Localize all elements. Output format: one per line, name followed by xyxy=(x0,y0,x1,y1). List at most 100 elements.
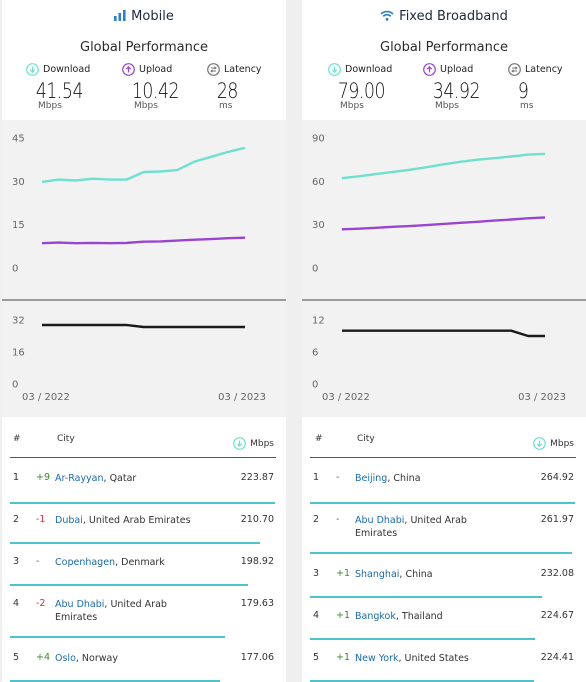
country-name: , Denmark xyxy=(115,557,165,568)
city-link[interactable]: Abu Dhabi xyxy=(355,515,405,526)
row-city: Ar-Rayyan, Qatar xyxy=(55,472,195,485)
row-rank: 1 xyxy=(13,472,20,483)
table-header: # City Mbps xyxy=(302,432,586,452)
speed-bar xyxy=(10,680,220,682)
row-rank-change: +4 xyxy=(36,652,51,663)
upload-icon xyxy=(423,63,436,76)
panel-header: Mobile xyxy=(2,9,286,24)
city-link[interactable]: Beijing xyxy=(355,473,388,484)
latency-value: 28 xyxy=(216,79,239,103)
upload-label: Upload xyxy=(440,64,474,75)
mobile-panel: Mobile Global Performance Download 41.54… xyxy=(2,0,286,682)
upload-metric: Upload 10.42 Mbps xyxy=(122,63,212,111)
panel-subtitle: Global Performance xyxy=(380,40,508,55)
row-rank: 3 xyxy=(13,556,20,567)
latency-value: 9 xyxy=(517,79,529,103)
city-link[interactable]: Ar-Rayyan xyxy=(55,473,104,484)
row-speed: 177.06 xyxy=(240,652,274,663)
y-tick-label: 32 xyxy=(12,316,25,327)
city-link[interactable]: Shanghai xyxy=(355,569,400,580)
download-label: Download xyxy=(43,64,91,75)
city-link[interactable]: Copenhagen xyxy=(55,557,116,568)
row-city: Dubai, United Arab Emirates xyxy=(55,514,195,527)
y-tick-label: 45 xyxy=(12,134,25,145)
panel-header: Fixed Broadband xyxy=(302,9,586,24)
download-unit: Mbps xyxy=(340,101,364,111)
performance-chart-area: 0 15 30 45 0 16 32 03 / 2022 03 / 2023 xyxy=(2,120,286,417)
city-link[interactable]: Bangkok xyxy=(355,611,396,622)
download-icon xyxy=(533,437,547,450)
row-rank: 4 xyxy=(13,598,20,609)
row-rank-change: - xyxy=(336,472,340,483)
mobile-performance-chart: 0 15 30 45 0 16 32 03 / 2022 03 / 2023 xyxy=(2,134,286,403)
speed-bar xyxy=(310,638,535,640)
upload-metric: Upload 34.92 Mbps xyxy=(423,63,513,111)
row-speed: 179.63 xyxy=(240,598,274,609)
row-speed: 264.92 xyxy=(540,472,574,483)
city-link[interactable]: Oslo xyxy=(55,653,76,664)
panel-title: Fixed Broadband xyxy=(399,9,508,24)
row-speed: 232.08 xyxy=(540,568,574,579)
row-rank: 4 xyxy=(313,610,320,621)
col-speed-header: Mbps xyxy=(233,437,274,450)
upload-value: 10.42 xyxy=(131,79,180,103)
country-name: , China xyxy=(387,473,421,484)
row-city: Shanghai, China xyxy=(355,568,495,581)
download-label: Download xyxy=(345,64,393,75)
fixed-broadband-performance-chart: 0 30 60 90 0 6 12 03 / 2022 03 / 2023 xyxy=(302,134,586,403)
latency-unit: ms xyxy=(219,101,233,111)
y-tick-label: 0 xyxy=(312,380,318,391)
y-tick-label: 12 xyxy=(312,316,325,327)
row-rank-change: - xyxy=(36,556,40,567)
y-tick-label: 90 xyxy=(312,134,325,145)
y-tick-label: 60 xyxy=(312,177,325,188)
download-value: 79.00 xyxy=(337,79,386,103)
speed-bar xyxy=(10,584,248,586)
row-speed: 210.70 xyxy=(240,514,274,525)
y-tick-label: 0 xyxy=(12,264,18,275)
y-tick-label: 30 xyxy=(12,177,25,188)
city-link[interactable]: New York xyxy=(355,653,399,664)
download-unit: Mbps xyxy=(38,101,62,111)
city-link[interactable]: Abu Dhabi xyxy=(55,599,105,610)
row-city: New York, United States xyxy=(355,652,495,665)
row-rank-change: +9 xyxy=(36,472,51,483)
latency-icon xyxy=(207,63,220,76)
country-name: , United Arab Emirates xyxy=(55,599,167,623)
country-name: , Qatar xyxy=(103,473,137,484)
fixed-broadband-panel: Fixed Broadband Global Performance Downl… xyxy=(302,0,586,682)
panel-subtitle: Global Performance xyxy=(80,40,208,55)
x-tick-label: 03 / 2022 xyxy=(22,392,70,403)
row-rank: 2 xyxy=(13,514,20,525)
upload-line xyxy=(341,216,546,231)
col-city-header: City xyxy=(57,434,75,444)
row-rank: 3 xyxy=(313,568,320,579)
y-tick-label: 15 xyxy=(12,220,25,231)
speed-bar xyxy=(310,680,534,682)
speed-bar xyxy=(310,502,575,504)
download-icon xyxy=(233,437,247,450)
panel-title: Mobile xyxy=(131,9,174,24)
row-rank-change: +1 xyxy=(336,652,351,663)
table-header: # City Mbps xyxy=(2,432,286,452)
x-tick-label: 03 / 2023 xyxy=(218,392,266,403)
y-tick-label: 30 xyxy=(312,220,325,231)
row-speed: 224.67 xyxy=(540,610,574,621)
latency-unit: ms xyxy=(520,101,534,111)
download-icon xyxy=(26,63,39,76)
download-icon xyxy=(328,63,341,76)
row-rank: 5 xyxy=(313,652,320,663)
country-name: , United Arab Emirates xyxy=(355,515,467,539)
city-link[interactable]: Dubai xyxy=(55,515,83,526)
latency-metric: Latency 28 ms xyxy=(207,63,286,111)
country-name: , United States xyxy=(398,653,469,664)
speed-bar xyxy=(310,596,542,598)
country-name: , Norway xyxy=(75,653,118,664)
row-rank-change: +1 xyxy=(336,610,351,621)
row-rank-change: -1 xyxy=(36,514,46,525)
upload-icon xyxy=(122,63,135,76)
upload-line xyxy=(41,236,246,245)
row-rank-change: - xyxy=(336,514,340,525)
latency-line xyxy=(342,329,545,338)
y-tick-label: 16 xyxy=(12,348,25,359)
